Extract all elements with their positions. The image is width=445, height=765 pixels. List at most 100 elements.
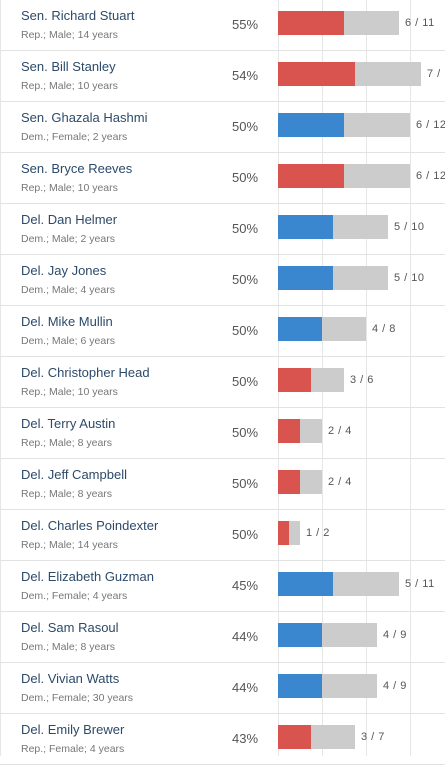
vote-percentage: 45% xyxy=(232,578,259,593)
vote-count: 4 / 9 xyxy=(383,629,407,641)
vote-bar-fill xyxy=(278,623,322,647)
vote-bar-total xyxy=(278,674,377,698)
vote-bar-total xyxy=(278,572,399,596)
vote-count: 3 / 6 xyxy=(350,374,374,386)
legislator-details: Dem.; Male; 6 years xyxy=(21,335,115,347)
table-row: Del. Sam Rasoul Dem.; Male; 8 years 44% 4 /… xyxy=(0,612,445,663)
vote-bar-fill xyxy=(278,62,355,86)
legislator-name-link[interactable]: Del. Sam Rasoul xyxy=(21,620,119,635)
legislator-details: Dem.; Male; 4 years xyxy=(21,284,115,296)
vote-bar-fill xyxy=(278,317,322,341)
table-row: Del. Jeff Campbell Rep.; Male; 8 years 50%… xyxy=(0,459,445,510)
table-row: Del. Emily Brewer Rep.; Female; 4 years 43… xyxy=(0,714,445,765)
vote-count: 5 / 10 xyxy=(394,272,425,284)
legislator-name-link[interactable]: Del. Vivian Watts xyxy=(21,671,120,686)
vote-count: 7 / 13 xyxy=(427,68,445,80)
vote-bar-fill xyxy=(278,368,311,392)
vote-percentage: 50% xyxy=(232,476,259,491)
vote-bar-fill xyxy=(278,674,322,698)
vote-count: 6 / 12 xyxy=(416,119,445,131)
legislator-name-link[interactable]: Sen. Ghazala Hashmi xyxy=(21,110,148,125)
vote-bar-fill xyxy=(278,113,344,137)
legislator-name-link[interactable]: Del. Dan Helmer xyxy=(21,212,118,227)
vote-count: 4 / 8 xyxy=(372,323,396,335)
vote-percentage: 50% xyxy=(232,272,259,287)
vote-bar-total xyxy=(278,623,377,647)
vote-bar-fill xyxy=(278,215,333,239)
table-row: Sen. Ghazala Hashmi Dem.; Female; 2 years… xyxy=(0,102,445,153)
vote-percentage: 50% xyxy=(232,374,259,389)
legislator-name-link[interactable]: Del. Emily Brewer xyxy=(21,722,125,737)
vote-count: 2 / 4 xyxy=(328,476,352,488)
vote-bar-fill xyxy=(278,11,344,35)
vote-bar-total xyxy=(278,164,410,188)
chart-grid-line xyxy=(410,0,411,756)
vote-percentage: 50% xyxy=(232,323,259,338)
vote-bar-total xyxy=(278,62,421,86)
legislator-details: Rep.; Female; 4 years xyxy=(21,743,125,755)
vote-bar-total xyxy=(278,113,410,137)
legislator-details: Rep.; Male; 10 years xyxy=(21,80,118,92)
vote-bar-total xyxy=(278,725,355,749)
table-left-border xyxy=(0,0,1,756)
vote-count: 5 / 11 xyxy=(405,578,435,590)
table-row: Del. Jay Jones Dem.; Male; 4 years 50% 5 / … xyxy=(0,255,445,306)
legislator-name-link[interactable]: Del. Terry Austin xyxy=(21,416,116,431)
legislator-details: Rep.; Male; 14 years xyxy=(21,29,118,41)
vote-bar-total xyxy=(278,419,322,443)
vote-bar-total xyxy=(278,521,300,545)
vote-count: 6 / 12 xyxy=(416,170,445,182)
vote-bar-fill xyxy=(278,725,311,749)
legislator-name-link[interactable]: Sen. Richard Stuart xyxy=(21,8,135,23)
vote-bar-total xyxy=(278,317,366,341)
legislator-name-link[interactable]: Del. Mike Mullin xyxy=(21,314,113,329)
table-row: Sen. Richard Stuart Rep.; Male; 14 years 5… xyxy=(0,0,445,51)
vote-percentage: 43% xyxy=(232,731,259,746)
legislator-details: Dem.; Male; 8 years xyxy=(21,641,115,653)
table-row: Del. Vivian Watts Dem.; Female; 30 years 4… xyxy=(0,663,445,714)
table-row: Del. Mike Mullin Dem.; Male; 6 years 50% 4 … xyxy=(0,306,445,357)
table-row: Del. Terry Austin Rep.; Male; 8 years 50% 2… xyxy=(0,408,445,459)
vote-count: 4 / 9 xyxy=(383,680,407,692)
vote-bar-total xyxy=(278,368,344,392)
legislator-details: Rep.; Male; 14 years xyxy=(21,539,118,551)
legislator-details: Dem.; Female; 30 years xyxy=(21,692,134,704)
vote-percentage: 44% xyxy=(232,680,259,695)
vote-percentage: 44% xyxy=(232,629,259,644)
chart-grid-line xyxy=(366,0,367,756)
legislator-name-link[interactable]: Del. Christopher Head xyxy=(21,365,150,380)
vote-count: 1 / 2 xyxy=(306,527,330,539)
legislator-name-link[interactable]: Sen. Bryce Reeves xyxy=(21,161,133,176)
legislator-name-link[interactable]: Del. Jay Jones xyxy=(21,263,107,278)
vote-bar-fill xyxy=(278,419,300,443)
vote-bar-total xyxy=(278,11,399,35)
vote-count: 5 / 10 xyxy=(394,221,425,233)
vote-bar-fill xyxy=(278,572,333,596)
legislator-details: Rep.; Male; 8 years xyxy=(21,437,113,449)
legislator-details: Dem.; Male; 2 years xyxy=(21,233,115,245)
legislator-name-link[interactable]: Del. Jeff Campbell xyxy=(21,467,127,482)
vote-bar-fill xyxy=(278,266,333,290)
vote-percentage: 50% xyxy=(232,221,259,236)
legislator-name-link[interactable]: Del. Charles Poindexter xyxy=(21,518,159,533)
vote-bar-total xyxy=(278,215,388,239)
table-row: Del. Charles Poindexter Rep.; Male; 14 ye… xyxy=(0,510,445,561)
legislator-name-link[interactable]: Del. Elizabeth Guzman xyxy=(21,569,154,584)
vote-percentage: 50% xyxy=(232,170,259,185)
vote-count: 6 / 11 xyxy=(405,17,435,29)
table-row: Del. Dan Helmer Dem.; Male; 2 years 50% 5 /… xyxy=(0,204,445,255)
table-row: Del. Elizabeth Guzman Dem.; Female; 4 yea… xyxy=(0,561,445,612)
legislator-details: Rep.; Male; 10 years xyxy=(21,386,118,398)
vote-count: 3 / 7 xyxy=(361,731,385,743)
table-row: Sen. Bill Stanley Rep.; Male; 10 years 54%… xyxy=(0,51,445,102)
vote-bar-total xyxy=(278,470,322,494)
table-row: Del. Christopher Head Rep.; Male; 10 year… xyxy=(0,357,445,408)
vote-bar-total xyxy=(278,266,388,290)
legislator-details: Rep.; Male; 8 years xyxy=(21,488,113,500)
vote-percentage: 55% xyxy=(232,17,259,32)
vote-bar-fill xyxy=(278,164,344,188)
legislator-name-link[interactable]: Sen. Bill Stanley xyxy=(21,59,116,74)
table-row: Sen. Bryce Reeves Rep.; Male; 10 years 50%… xyxy=(0,153,445,204)
vote-percentage: 50% xyxy=(232,119,259,134)
vote-percentage: 50% xyxy=(232,425,259,440)
